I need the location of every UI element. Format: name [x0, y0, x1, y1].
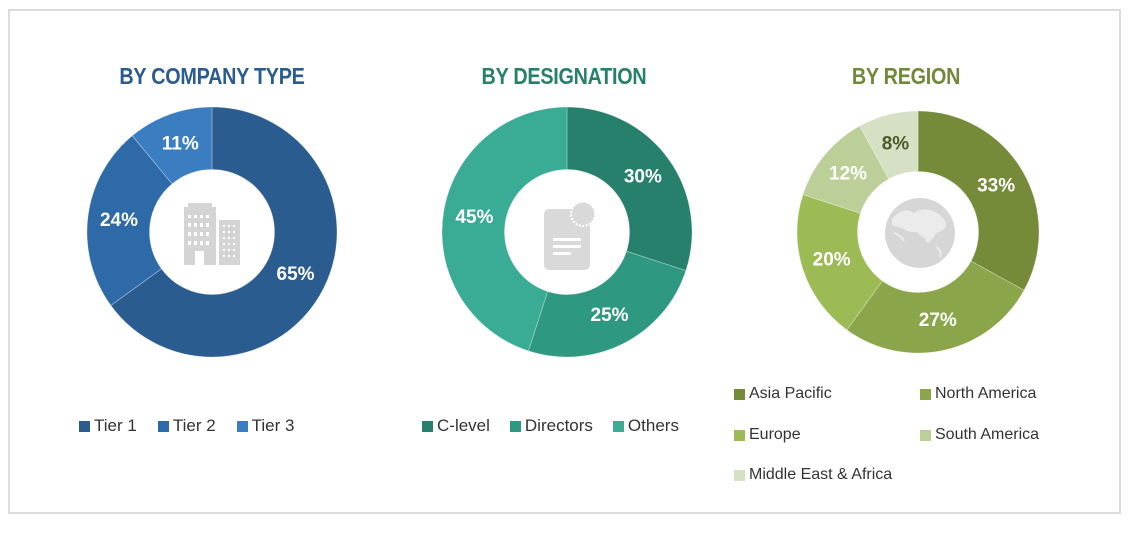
- donut-slice-others: [441, 106, 568, 352]
- legend-item-north-america: North America: [920, 385, 1036, 403]
- legend-label: C-level: [437, 416, 490, 435]
- donut-designation-svg: 30% 25% 45%: [441, 106, 693, 358]
- title-region: BY REGION: [851, 63, 961, 89]
- slice-value-label: 24%: [100, 210, 138, 231]
- legend-swatch: [509, 420, 521, 432]
- donut-designation: 30% 25% 45%: [441, 106, 693, 358]
- legend-label: Tier 1: [94, 416, 137, 435]
- legend-company-type: Tier 1 Tier 2 Tier 3: [79, 416, 294, 436]
- legend-label: South America: [935, 426, 1040, 443]
- legend-item-others: Others: [612, 416, 679, 436]
- globe-icon: [884, 197, 956, 274]
- buildings-icon: [184, 203, 240, 270]
- legend-label: North America: [935, 385, 1037, 402]
- legend-swatch: [157, 420, 169, 432]
- donut-slice-south-america: [802, 125, 890, 214]
- donut-slice-directors: [527, 250, 687, 358]
- legend-label: Directors: [524, 416, 593, 435]
- legend-swatch: [612, 420, 624, 432]
- slice-value-label: 8%: [882, 134, 910, 155]
- legend-item-tier-2: Tier 2: [157, 416, 216, 436]
- legend-swatch: [734, 469, 745, 481]
- legend-item-asia-pacific: Asia Pacific: [734, 385, 832, 403]
- slice-value-label: 45%: [455, 207, 493, 228]
- donut-slice-north-america: [846, 260, 1025, 354]
- legend-label: Europe: [749, 426, 801, 443]
- legend-swatch: [734, 429, 745, 441]
- legend-item-c-level: C-level: [422, 416, 490, 436]
- legend-label: Tier 2: [172, 416, 216, 435]
- slice-value-label: 25%: [591, 305, 629, 326]
- title-company-type: BY COMPANY TYPE: [119, 63, 305, 89]
- slice-value-label: 27%: [919, 310, 957, 331]
- slice-value-label: 65%: [277, 264, 315, 285]
- title-designation: BY DESIGNATION: [481, 63, 647, 89]
- donut-company-type-svg: 65% 24% 11%: [86, 106, 338, 358]
- donut-slice-tier-2: [86, 135, 173, 307]
- slice-value-label: 11%: [162, 133, 199, 154]
- donut-slice-tier-1: [110, 106, 338, 358]
- legend-item-europe: Europe: [734, 426, 801, 444]
- legend-swatch: [920, 388, 931, 400]
- legend-label: Others: [627, 416, 679, 435]
- slice-value-label: 33%: [977, 175, 1015, 196]
- legend-item-tier-1: Tier 1: [79, 416, 137, 436]
- donut-slice-c-level: [566, 106, 693, 272]
- legend-label: Middle East & Africa: [749, 466, 893, 483]
- slice-value-label: 20%: [813, 250, 851, 271]
- donut-region-svg: 33% 27% 20% 12% 8%: [796, 110, 1040, 354]
- document-badge-icon: [542, 201, 598, 276]
- legend-item-tier-3: Tier 3: [236, 416, 295, 436]
- legend-swatch: [422, 420, 433, 432]
- legend-label: Tier 3: [251, 416, 295, 435]
- donut-company-type: 65% 24% 11%: [86, 106, 338, 358]
- donut-slice-europe: [796, 194, 883, 331]
- legend-item-middle-east-africa: Middle East & Africa: [734, 466, 892, 484]
- legend-swatch: [236, 420, 248, 432]
- legend-swatch: [920, 429, 931, 441]
- slice-value-label: 12%: [829, 164, 867, 185]
- slice-value-label: 30%: [624, 166, 662, 187]
- donut-slice-asia-pacific: [917, 110, 1040, 291]
- legend-item-directors: Directors: [509, 416, 593, 436]
- legend-swatch: [734, 388, 745, 400]
- legend-label: Asia Pacific: [749, 385, 832, 402]
- legend-item-south-america: South America: [920, 426, 1039, 444]
- legend-swatch: [79, 420, 90, 432]
- donut-slice-middle-east-africa: [859, 110, 919, 180]
- donut-slice-tier-3: [131, 106, 213, 185]
- donut-region: 33% 27% 20% 12% 8%: [796, 110, 1040, 354]
- legend-designation: C-level Directors Others: [422, 416, 679, 436]
